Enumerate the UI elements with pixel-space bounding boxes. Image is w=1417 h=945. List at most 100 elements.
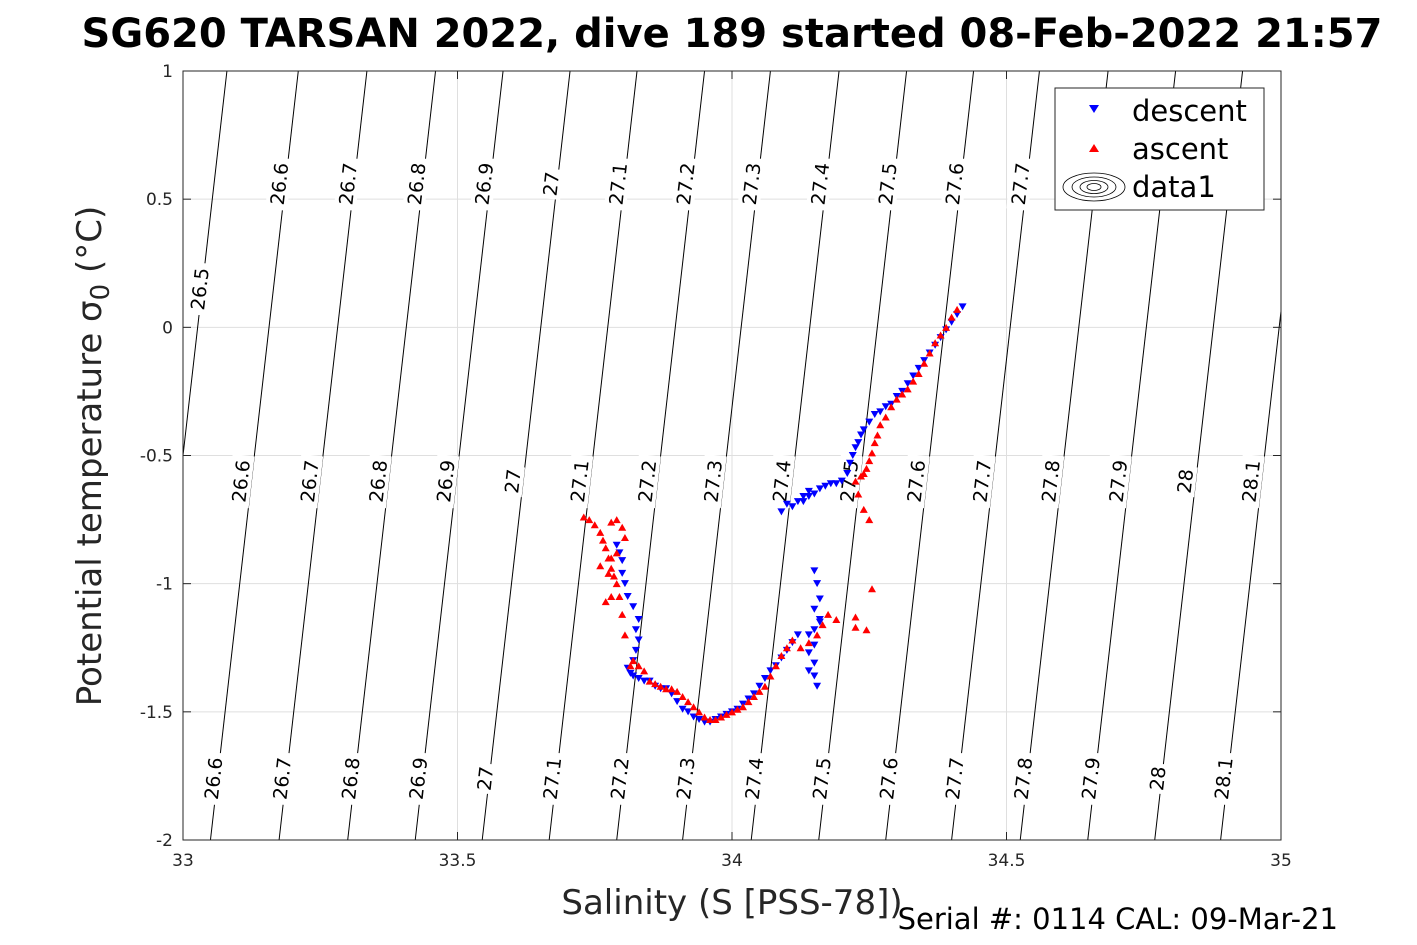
y-tick-label: 0: [162, 318, 173, 338]
isopycnal-label-bg: [538, 167, 564, 200]
isopycnal-label-bg: [1006, 156, 1035, 211]
ascent-point: [862, 626, 871, 634]
isopycnal-label-bg: [633, 454, 661, 509]
isopycnal-label-group: 27.4: [740, 751, 768, 806]
ascent-point: [796, 644, 805, 652]
ascent-point: [898, 390, 907, 398]
ascent-point: [832, 616, 841, 624]
descent-point: [846, 459, 855, 467]
isopycnal-label: 27.4: [808, 162, 835, 207]
descent-point: [958, 303, 967, 311]
isopycnal-label-group: 26.9: [431, 454, 460, 509]
legend-data1-marker: [1062, 172, 1126, 202]
ascent-point: [626, 662, 635, 670]
isopycnal-label: 27.9: [1106, 459, 1133, 504]
isopycnal-label: 27: [501, 468, 526, 495]
ascent-point: [947, 313, 956, 321]
ascent-point: [585, 516, 594, 524]
isopycnal-label-bg: [767, 454, 796, 509]
x-tick-label: 33.5: [439, 851, 477, 871]
isopycnal-label-bg: [873, 156, 902, 211]
descent-point: [859, 426, 868, 434]
ascent-point: [618, 610, 627, 618]
isopycnal-label: 27.4: [769, 459, 796, 504]
descent-point: [804, 649, 813, 657]
isopycnal-line: [183, 71, 228, 460]
isopycnal-label-bg: [737, 156, 766, 211]
ascent-point: [903, 385, 912, 393]
isopycnal-label: 27.5: [809, 756, 836, 801]
ascent-point: [728, 708, 736, 716]
isopycnal-label: 27.7: [1008, 162, 1035, 207]
isopycnal-label-bg: [295, 454, 324, 509]
descent-point: [870, 410, 879, 418]
ascent-point: [711, 716, 720, 724]
isopycnal-label: 27: [474, 765, 499, 792]
chart-title: SG620 TARSAN 2022, dive 189 started 08-F…: [82, 11, 1383, 57]
descent-point: [810, 567, 819, 575]
isopycnal-label: 27.6: [904, 459, 931, 504]
descent-point: [857, 431, 866, 439]
ascent-point: [596, 562, 605, 570]
ascent-point: [818, 621, 827, 629]
ascent-point: [607, 518, 616, 526]
isopycnal-label-bg: [940, 156, 969, 211]
isopycnal-label-bg: [671, 751, 700, 806]
isopycnal-label-group: 27: [472, 762, 499, 795]
ascent-point: [854, 490, 863, 498]
isopycnal-label: 27.3: [700, 459, 727, 504]
y-tick-label: -0.5: [140, 447, 173, 467]
isopycnal-label-bg: [1009, 751, 1037, 806]
isopycnal-label-group: 27.9: [1076, 751, 1105, 806]
descent-point: [793, 498, 802, 506]
isopycnal-label-group: 26.7: [295, 454, 324, 509]
isopycnal-label-group: 26.6: [226, 454, 255, 509]
descent-point: [851, 444, 860, 452]
isopycnal-label: 26.6: [267, 162, 294, 207]
isopycnal-label-group: 26.6: [265, 156, 294, 211]
isopycnal-label-group: 27.7: [1006, 156, 1035, 211]
descent-point: [626, 669, 635, 677]
y-tick-label: -1: [156, 575, 173, 595]
descent-point: [629, 603, 638, 611]
descent-point: [755, 682, 764, 690]
ascent-point: [722, 710, 731, 718]
ascent-point: [813, 631, 822, 639]
descent-point: [810, 641, 819, 649]
ascent-point: [865, 516, 874, 524]
y-tick-label: -2: [156, 831, 173, 851]
isopycnal-label: 27.8: [1038, 459, 1065, 504]
descent-point: [788, 503, 797, 511]
descent-point: [799, 493, 808, 501]
isopycnal-label: 26.9: [433, 459, 460, 504]
isopycnal-label-group: 27.4: [805, 156, 835, 211]
isopycnal-label-group: 27.6: [940, 156, 969, 211]
isopycnal-label-group: 28.1: [1236, 454, 1265, 509]
ascent-point: [733, 705, 742, 713]
ascent-point: [609, 572, 618, 580]
descent-point: [810, 626, 819, 634]
descent-point: [631, 626, 640, 634]
x-tick-label: 35: [1270, 851, 1292, 871]
ascent-point: [601, 598, 610, 606]
descent-point: [634, 675, 643, 683]
isopycnal-label: 26.9: [406, 756, 433, 801]
isopycnal-label: 27.6: [876, 756, 903, 801]
y-axis-label-sigma: σ: [70, 300, 110, 322]
descent-point: [810, 672, 819, 680]
isopycnal-label-group: 27.3: [737, 156, 766, 211]
ascent-point: [771, 662, 780, 670]
isopycnal-label: 28.1: [1238, 459, 1265, 504]
ascent-point: [678, 692, 687, 700]
ascent-point: [604, 569, 613, 577]
ascent-point: [689, 703, 698, 711]
isopycnal-label-bg: [940, 751, 969, 806]
ascent-point: [596, 528, 605, 536]
y-tick-label: -1.5: [140, 703, 173, 723]
descent-point: [813, 580, 822, 588]
ascent-point: [755, 687, 764, 695]
isopycnal-label-bg: [469, 156, 498, 211]
x-tick-label: 33: [172, 851, 194, 871]
ascent-point: [942, 323, 951, 331]
isopycnal-label-group: 26.7: [267, 751, 296, 806]
